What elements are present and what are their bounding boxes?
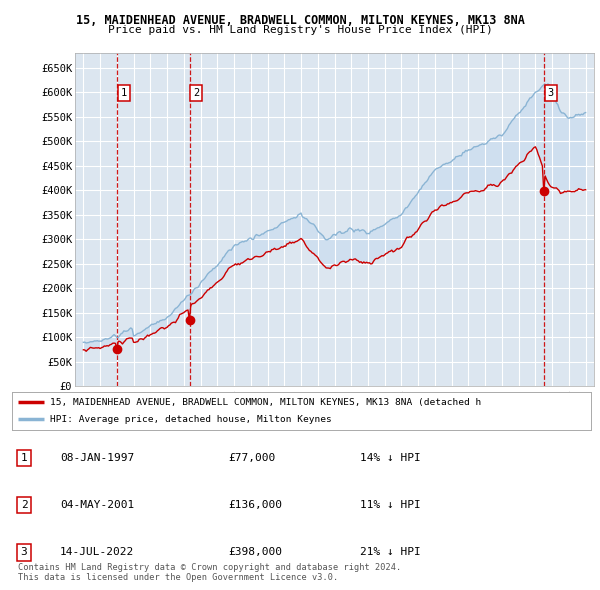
Text: Contains HM Land Registry data © Crown copyright and database right 2024.
This d: Contains HM Land Registry data © Crown c…	[18, 563, 401, 582]
Text: 2: 2	[20, 500, 28, 510]
Text: 14-JUL-2022: 14-JUL-2022	[60, 548, 134, 557]
Text: 1: 1	[121, 88, 127, 98]
Text: 21% ↓ HPI: 21% ↓ HPI	[360, 548, 421, 557]
Text: £398,000: £398,000	[228, 548, 282, 557]
Text: 08-JAN-1997: 08-JAN-1997	[60, 453, 134, 463]
Text: 1: 1	[20, 453, 28, 463]
Text: 11% ↓ HPI: 11% ↓ HPI	[360, 500, 421, 510]
Text: 14% ↓ HPI: 14% ↓ HPI	[360, 453, 421, 463]
Text: HPI: Average price, detached house, Milton Keynes: HPI: Average price, detached house, Milt…	[50, 415, 331, 424]
Text: Price paid vs. HM Land Registry's House Price Index (HPI): Price paid vs. HM Land Registry's House …	[107, 25, 493, 35]
Text: 04-MAY-2001: 04-MAY-2001	[60, 500, 134, 510]
Text: 15, MAIDENHEAD AVENUE, BRADWELL COMMON, MILTON KEYNES, MK13 8NA: 15, MAIDENHEAD AVENUE, BRADWELL COMMON, …	[76, 14, 524, 27]
Text: 15, MAIDENHEAD AVENUE, BRADWELL COMMON, MILTON KEYNES, MK13 8NA (detached h: 15, MAIDENHEAD AVENUE, BRADWELL COMMON, …	[50, 398, 481, 407]
Text: 2: 2	[193, 88, 199, 98]
Text: 3: 3	[548, 88, 554, 98]
Text: £77,000: £77,000	[228, 453, 275, 463]
Text: £136,000: £136,000	[228, 500, 282, 510]
Text: 3: 3	[20, 548, 28, 557]
